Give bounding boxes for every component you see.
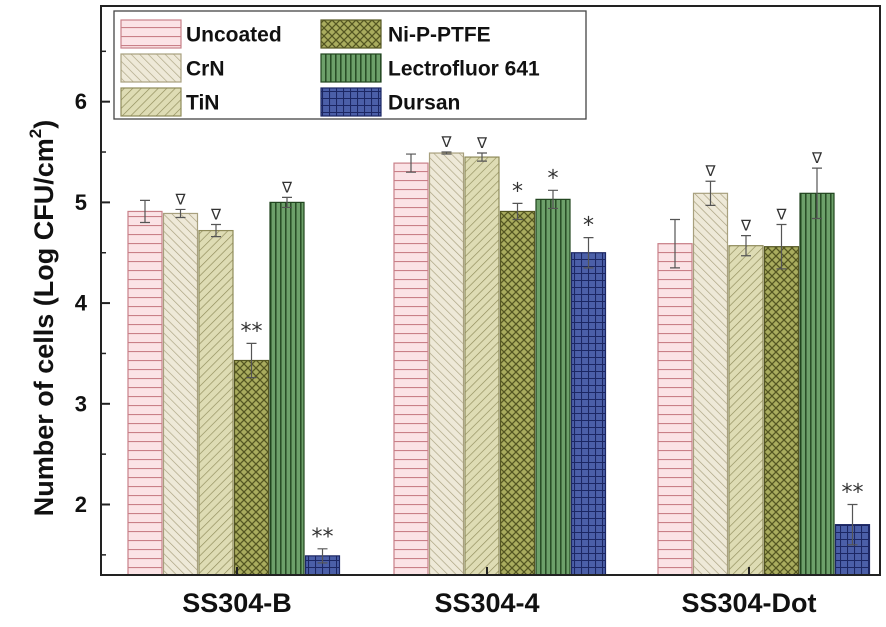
error-bar-ni-p-ptfe-ss304-b xyxy=(246,342,257,379)
error-bar-crn-ss304-dot xyxy=(705,180,716,207)
y-axis-title-superscript: 2 xyxy=(26,129,45,138)
bar-lectrofluor-641-ss304-dot xyxy=(799,192,835,576)
bar-crn-ss304-b xyxy=(162,212,199,576)
bar-dursan-ss304-4 xyxy=(570,252,607,576)
legend-label-uncoated: Uncoated xyxy=(186,24,282,47)
annotation-ni-p-ptfe-ss304-4: * xyxy=(512,179,523,204)
bar-tin-ss304-4 xyxy=(464,156,500,576)
error-bar-crn-ss304-b xyxy=(175,208,186,219)
bar-dursan-ss304-dot xyxy=(834,524,871,576)
legend-label-dursan: Dursan xyxy=(388,92,460,115)
legend-swatch-tin xyxy=(120,87,182,117)
annotation-crn-ss304-dot: ∇ xyxy=(704,162,716,180)
annotation-dursan-ss304-b: ** xyxy=(312,525,334,550)
annotation-lectrofluor-641-ss304-dot: ∇ xyxy=(811,149,823,167)
annotation-crn-ss304-b: ∇ xyxy=(174,190,186,208)
legend: Uncoated CrN TiN Ni-P-PTFE Lectrofluor 641 Du… xyxy=(113,10,587,120)
bar-crn-ss304-4 xyxy=(428,152,465,576)
y-tick-label-4: 4 xyxy=(75,291,88,316)
x-tick-label-ss304-4: SS304-4 xyxy=(434,588,539,618)
plot-frame xyxy=(100,5,881,576)
bar-tin-ss304-dot xyxy=(728,245,764,576)
bar-group-ss304-dot: ∇ ∇ ∇ ∇ ** xyxy=(657,149,871,576)
bar-uncoated-ss304-b xyxy=(127,210,163,576)
bar-group-ss304-b: ∇ ∇ ** ∇ ** xyxy=(127,178,341,576)
error-bar-uncoated-ss304-4 xyxy=(406,153,416,173)
annotation-dursan-ss304-dot: ** xyxy=(842,481,864,506)
x-tick-label-ss304-dot: SS304-Dot xyxy=(681,588,816,618)
error-bar-lectrofluor-641-ss304-4 xyxy=(548,189,558,210)
error-bar-tin-ss304-dot xyxy=(741,235,751,257)
y-axis-title: Number of cells (Log CFU/cm2) xyxy=(26,120,59,517)
error-bar-lectrofluor-641-ss304-b xyxy=(282,196,292,209)
error-bar-dursan-ss304-dot xyxy=(847,503,858,546)
legend-swatch-dursan xyxy=(320,87,382,117)
annotation-ni-p-ptfe-ss304-dot: ∇ xyxy=(775,206,787,224)
error-bar-crn-ss304-4 xyxy=(441,151,452,155)
error-bar-ni-p-ptfe-ss304-dot xyxy=(776,223,787,270)
error-bar-tin-ss304-b xyxy=(211,223,221,238)
error-bar-dursan-ss304-4 xyxy=(583,237,594,269)
legend-swatch-lectrofluor-641 xyxy=(320,53,382,83)
annotation-ni-p-ptfe-ss304-b: ** xyxy=(241,319,263,344)
error-bar-tin-ss304-4 xyxy=(477,152,487,162)
y-tick-label-6: 6 xyxy=(75,89,87,114)
error-bar-lectrofluor-641-ss304-dot xyxy=(812,167,822,220)
legend-label-lectrofluor-641: Lectrofluor 641 xyxy=(388,58,540,81)
x-tick-label-ss304-b: SS304-B xyxy=(182,588,292,618)
legend-swatch-uncoated xyxy=(120,19,182,49)
axes-layer: 2 3 4 5 6 SS304-B SS304-4 SS304-Dot xyxy=(75,5,881,618)
y-axis-title-main: Number of cells (Log CFU/cm xyxy=(29,138,59,516)
error-bar-uncoated-ss304-b xyxy=(140,199,150,224)
legend-label-crn: CrN xyxy=(186,58,225,81)
legend-swatch-ni-p-ptfe xyxy=(320,19,382,49)
bar-tin-ss304-b xyxy=(198,229,234,576)
bar-group-ss304-4: ∇ ∇ * * * xyxy=(393,133,607,576)
annotation-dursan-ss304-4: * xyxy=(583,214,594,239)
y-tick-label-2: 2 xyxy=(75,492,87,517)
error-bar-dursan-ss304-b xyxy=(317,548,328,564)
bar-ni-p-ptfe-ss304-4 xyxy=(499,210,536,576)
annotation-lectrofluor-641-ss304-b: ∇ xyxy=(281,178,293,196)
legend-swatch-crn xyxy=(120,53,182,83)
error-bar-ni-p-ptfe-ss304-4 xyxy=(512,202,523,221)
bars-layer: ∇∇**∇**∇ ∇***∇∇∇∇** xyxy=(127,133,871,576)
annotation-crn-ss304-4: ∇ xyxy=(440,133,452,151)
y-tick-label-3: 3 xyxy=(75,391,87,416)
bar-uncoated-ss304-4 xyxy=(393,162,429,576)
annotation-tin-ss304-4: ∇ xyxy=(476,134,488,152)
bar-lectrofluor-641-ss304-4 xyxy=(535,198,571,576)
legend-label-ni-p-ptfe: Ni-P-PTFE xyxy=(388,24,491,47)
annotation-lectrofluor-641-ss304-4: * xyxy=(548,166,559,191)
legend-label-tin: TiN xyxy=(186,92,219,115)
annotation-tin-ss304-dot: ∇ xyxy=(740,217,752,235)
annotation-tin-ss304-b: ∇ xyxy=(210,206,222,224)
bar-crn-ss304-dot xyxy=(692,192,729,576)
bar-ni-p-ptfe-ss304-b xyxy=(233,359,270,576)
y-tick-label-5: 5 xyxy=(75,190,87,215)
bar-uncoated-ss304-dot xyxy=(657,243,693,576)
bar-lectrofluor-641-ss304-b xyxy=(269,201,305,576)
error-bar-uncoated-ss304-dot xyxy=(670,218,680,269)
y-axis-title-close: ) xyxy=(29,120,59,129)
bar-ni-p-ptfe-ss304-dot xyxy=(763,246,800,576)
